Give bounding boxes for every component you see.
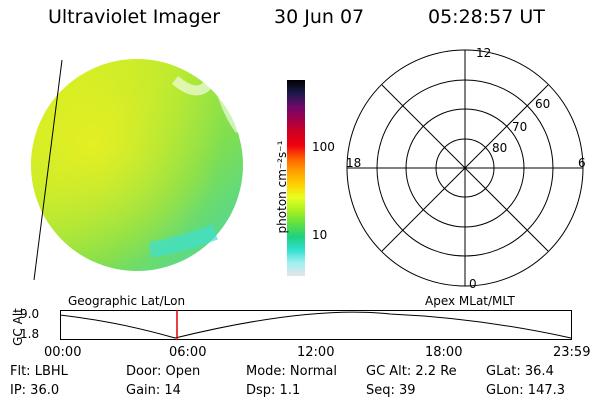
glon-status: GLon: 147.3 <box>486 383 566 398</box>
colorbar-tick-10: 10 <box>312 228 328 242</box>
image-disc <box>31 50 245 271</box>
time-label: 05:28:57 UT <box>428 6 545 28</box>
colorbar-strip <box>287 80 305 276</box>
timeline-xtick-1200: 12:00 <box>297 345 335 360</box>
polar-lat-70: 70 <box>512 120 528 134</box>
altitude-curve <box>59 311 572 339</box>
polar-diagonal-2 <box>381 84 549 252</box>
timeline-xtick-0000: 00:00 <box>44 345 82 360</box>
timeline-right-header: Apex MLat/MLT <box>425 294 515 308</box>
auroral-image <box>31 50 245 281</box>
polar-label-0: 0 <box>469 277 477 291</box>
terminator-line <box>33 59 63 281</box>
timeline-xtick-1800: 18:00 <box>425 345 463 360</box>
timeline-xtick-0600: 06:00 <box>169 345 207 360</box>
gain-status: Gain: 14 <box>126 383 181 398</box>
seq-status: Seq: 39 <box>366 383 416 398</box>
colorbar-tick-100: 100 <box>312 140 335 154</box>
timeline-plot <box>59 310 572 340</box>
ip-status: IP: 36.0 <box>10 383 60 398</box>
timeline-ytick-1-8: 1.8 <box>20 327 40 341</box>
date-label: 30 Jun 07 <box>274 6 365 28</box>
timeline-left-header: Geographic Lat/Lon <box>68 294 186 308</box>
door-status: Door: Open <box>126 364 201 379</box>
timeline-ytick-9: 9.0 <box>20 307 40 321</box>
polar-lat-60: 60 <box>535 97 551 111</box>
dsp-status: Dsp: 1.1 <box>246 383 301 398</box>
polar-label-6: 6 <box>578 156 586 170</box>
instrument-title: Ultraviolet Imager <box>48 6 221 28</box>
gc-alt-status: GC Alt: 2.2 Re <box>366 364 457 379</box>
timeline-xtick-2359: 23:59 <box>553 345 591 360</box>
polar-plot <box>346 49 584 287</box>
polar-label-18: 18 <box>346 156 362 170</box>
polar-lat-80: 80 <box>492 141 508 155</box>
polar-label-12: 12 <box>476 46 492 60</box>
filter-status: Flt: LBHL <box>10 364 68 379</box>
mode-status: Mode: Normal <box>246 364 337 379</box>
glat-status: GLat: 36.4 <box>486 364 554 379</box>
colorbar-unit-label: photon cm⁻²s⁻¹ <box>275 140 289 234</box>
colorbar <box>287 80 305 276</box>
